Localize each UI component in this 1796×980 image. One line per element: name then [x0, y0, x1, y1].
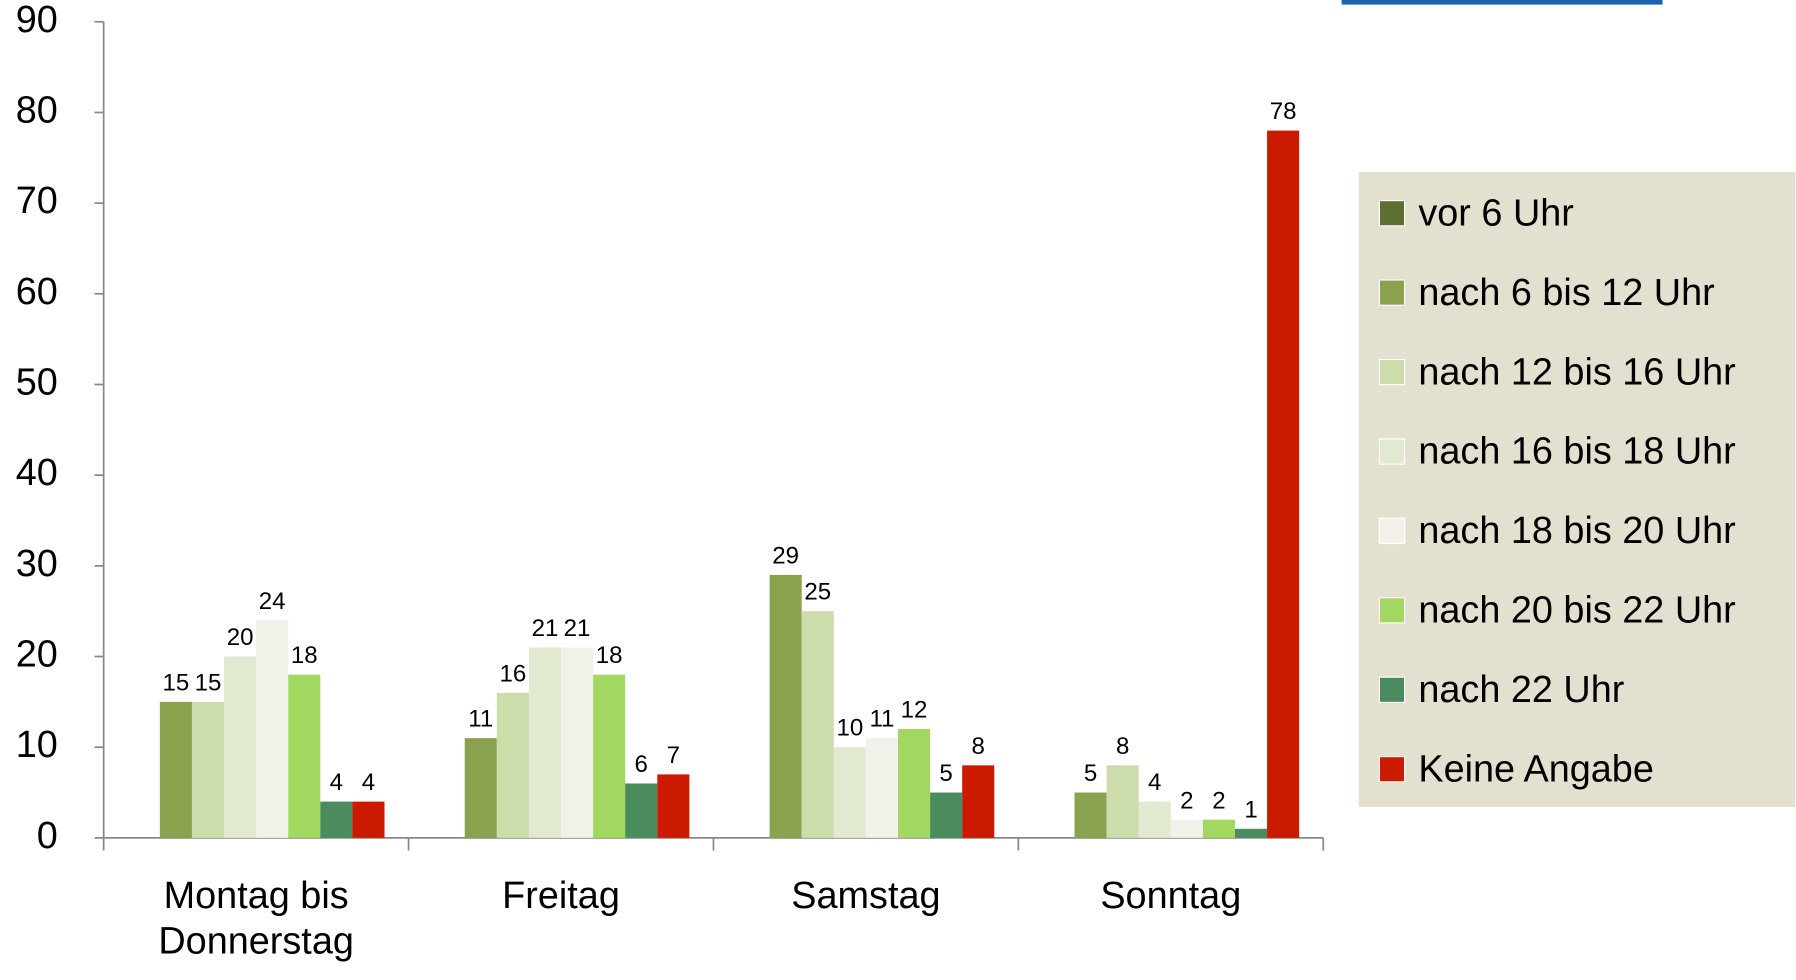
bar [833, 747, 866, 838]
data-label: 2 [1180, 787, 1193, 814]
bar [1170, 819, 1203, 838]
bar [625, 783, 658, 838]
legend-label: nach 18 bis 20 Uhr [1418, 510, 1735, 552]
data-label: 18 [291, 642, 318, 669]
data-label: 20 [227, 624, 254, 651]
x-tick-label: Freitag [502, 873, 620, 916]
bar [159, 701, 192, 838]
y-tick-label: 90 [16, 0, 58, 41]
bar [528, 647, 562, 838]
legend-swatch [1378, 358, 1406, 386]
x-tick-label-box: Montag bis Donnerstag [158, 873, 354, 962]
legend-swatch [1378, 517, 1406, 545]
legend-swatch [1378, 597, 1406, 624]
data-label: 4 [1148, 769, 1161, 796]
legend-label: nach 12 bis 16 Uhr [1418, 351, 1735, 393]
legend-swatch [1378, 279, 1406, 306]
data-label: 18 [596, 642, 623, 669]
legend-label: nach 6 bis 12 Uhr [1418, 272, 1714, 314]
x-tick-label: Montag bis Donnerstag [158, 873, 354, 962]
data-label: 24 [259, 588, 286, 615]
data-label: 10 [836, 715, 863, 742]
bar [561, 647, 594, 838]
data-label: 11 [468, 706, 493, 733]
legend-label: nach 20 bis 22 Uhr [1418, 590, 1735, 632]
bar [496, 692, 529, 838]
bar [1138, 801, 1171, 838]
y-tick-label: 20 [16, 634, 58, 676]
data-label: 21 [532, 615, 559, 642]
data-label: 2 [1212, 787, 1225, 814]
data-label: 29 [772, 542, 799, 569]
bar [256, 620, 289, 838]
data-label: 5 [1084, 760, 1097, 787]
bar [769, 574, 802, 838]
bar [320, 801, 353, 838]
legend-label: nach 22 Uhr [1418, 669, 1624, 711]
legend-label: vor 6 Uhr [1418, 192, 1574, 234]
legend-swatch [1378, 200, 1406, 227]
logo-strip [1341, 0, 1663, 5]
bar [898, 729, 931, 838]
data-label: 78 [1270, 98, 1297, 125]
bar [865, 738, 898, 838]
bar [657, 774, 690, 838]
data-label: 8 [1116, 733, 1129, 760]
y-tick-label: 50 [16, 361, 58, 403]
legend-swatch [1378, 438, 1406, 465]
data-label: 4 [330, 769, 343, 796]
x-tick-label: Samstag [791, 873, 941, 916]
bar [1202, 819, 1235, 838]
legend-swatch [1378, 756, 1406, 783]
bar [288, 674, 321, 838]
bar [224, 656, 257, 838]
data-label: 11 [869, 706, 894, 733]
y-tick-label: 40 [16, 452, 58, 494]
bar [1267, 130, 1300, 838]
data-label: 15 [163, 669, 190, 696]
bar [801, 611, 834, 838]
bar [1234, 828, 1268, 838]
x-tick-label-box: Samstag [791, 873, 941, 916]
data-label: 25 [804, 579, 831, 606]
y-tick-label: 60 [16, 271, 58, 313]
bar [1074, 792, 1107, 838]
bar [930, 792, 963, 838]
legend-label: Keine Angabe [1418, 748, 1653, 790]
y-tick-label: 30 [16, 543, 58, 585]
bar [593, 674, 626, 838]
x-tick-label-box: Sonntag [1100, 873, 1242, 916]
y-tick-label: 70 [16, 180, 58, 222]
data-label: 7 [667, 742, 680, 769]
bar [464, 738, 497, 838]
data-label: 6 [635, 751, 648, 778]
data-label: 1 [1244, 796, 1257, 823]
data-label: 16 [499, 660, 526, 687]
x-tick-label-box: Freitag [502, 873, 620, 916]
x-tick-label: Sonntag [1100, 873, 1242, 916]
y-tick-label: 10 [16, 724, 58, 766]
legend-box [1358, 171, 1796, 807]
legend-swatch [1378, 676, 1406, 703]
data-label: 4 [362, 769, 375, 796]
y-tick-label: 0 [37, 815, 58, 857]
legend-label: nach 16 bis 18 Uhr [1418, 431, 1735, 473]
data-label: 21 [564, 615, 591, 642]
data-label: 8 [972, 733, 985, 760]
bar [1106, 765, 1139, 838]
bar [191, 701, 225, 838]
y-tick-label: 80 [16, 89, 58, 131]
bar [962, 765, 995, 838]
data-label: 15 [195, 669, 222, 696]
data-label: 12 [901, 697, 928, 724]
data-label: 5 [939, 760, 952, 787]
bar [352, 801, 385, 838]
